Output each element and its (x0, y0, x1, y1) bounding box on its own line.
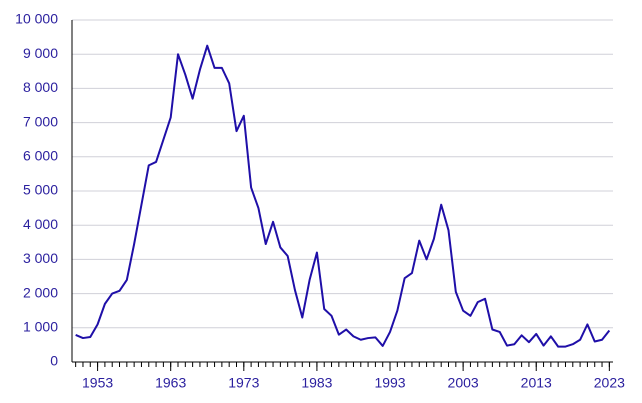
x-tick-label: 1963 (155, 375, 186, 391)
x-tick-label: 1983 (301, 375, 332, 391)
y-tick-label: 10 000 (15, 11, 58, 27)
y-tick-label: 7 000 (23, 113, 58, 129)
y-tick-label: 6 000 (23, 148, 58, 164)
y-tick-label: 8 000 (23, 79, 58, 95)
y-tick-label: 2 000 (23, 284, 58, 300)
x-tick-label: 2023 (594, 375, 625, 391)
y-tick-label: 1 000 (23, 319, 58, 335)
y-tick-label: 4 000 (23, 216, 58, 232)
x-tick-label: 1953 (82, 375, 113, 391)
y-tick-label: 3 000 (23, 250, 58, 266)
x-tick-label: 2003 (448, 375, 479, 391)
y-tick-label: 0 (50, 353, 58, 369)
x-tick-label: 2013 (521, 375, 552, 391)
data-line (75, 44, 611, 348)
y-tick-label: 5 000 (23, 182, 58, 198)
y-tick-label: 9 000 (23, 45, 58, 61)
x-tick-label: 1973 (228, 375, 259, 391)
x-tick-label: 1993 (374, 375, 405, 391)
